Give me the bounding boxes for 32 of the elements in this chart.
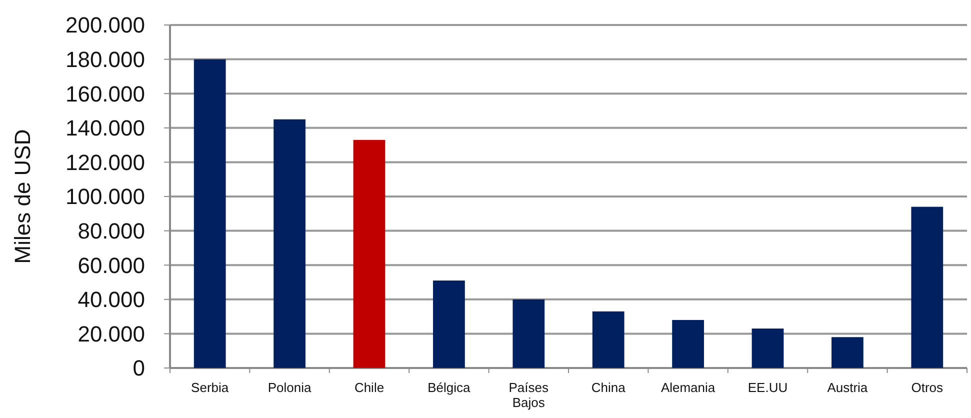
bar [832, 337, 864, 368]
y-tick-label: 140.000 [65, 116, 145, 141]
x-tick-label: Austria [827, 380, 868, 395]
bar [672, 320, 704, 368]
x-tick-label: Serbia [191, 380, 230, 395]
y-tick-label: 20.000 [78, 321, 145, 346]
bar [194, 59, 226, 368]
x-tick-label: Chile [354, 380, 384, 395]
x-tick-label: Países Bajos [508, 380, 550, 410]
bar [911, 206, 944, 368]
x-tick-label: Alemania [660, 380, 716, 395]
bar [353, 140, 386, 368]
y-tick-label: 160.000 [65, 81, 145, 106]
y-tick-label: 200.000 [65, 12, 145, 38]
bar [274, 119, 306, 368]
y-tick-label: 80.000 [78, 218, 145, 244]
bar [752, 328, 784, 368]
bar [433, 280, 465, 368]
x-tick-label: China [591, 380, 626, 395]
y-tick-label: 40.000 [78, 287, 145, 312]
x-tick-label: EE.UU [748, 380, 788, 395]
x-tick-label: Otros [911, 380, 944, 395]
x-tick-label: Polonia [268, 380, 312, 395]
y-tick-label: 120.000 [65, 150, 145, 175]
bar [592, 311, 624, 368]
bar [512, 299, 545, 368]
y-tick-label: 60.000 [78, 252, 145, 278]
y-tick-label: 0 [132, 356, 145, 381]
y-tick-label: 180.000 [65, 47, 145, 72]
y-axis-title: Miles de USD [10, 129, 35, 264]
x-tick-label: Bélgica [428, 380, 472, 395]
y-tick-label: 100.000 [65, 184, 145, 210]
